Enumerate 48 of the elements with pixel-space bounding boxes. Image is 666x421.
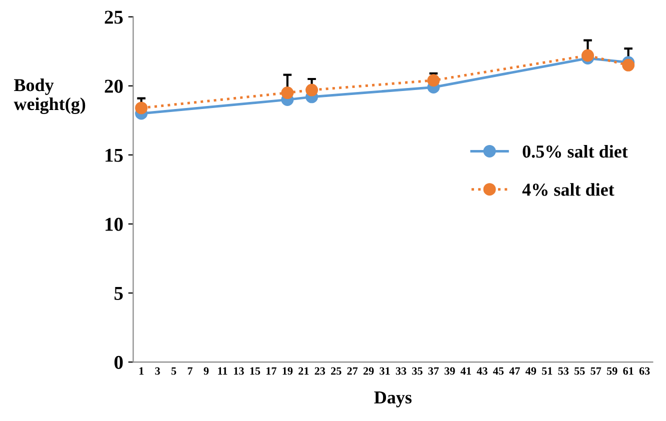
- y-tick-label: 10: [106, 218, 123, 231]
- x-axis-title: Days: [374, 392, 412, 408]
- x-tick-label: 57: [590, 367, 602, 375]
- y-tick-label: 25: [104, 10, 123, 24]
- legend-label: 0.5% salt diet: [522, 144, 628, 158]
- x-tick-label: 39: [444, 367, 455, 375]
- x-tick-label: 29: [364, 367, 374, 375]
- x-tick-label: 25: [331, 367, 342, 375]
- x-tick-label: 33: [396, 367, 406, 375]
- x-tick-label: 63: [639, 367, 650, 375]
- y-tick-label: 20: [104, 80, 123, 93]
- x-tick-label: 11: [218, 367, 228, 375]
- x-tick-label: 23: [314, 367, 326, 375]
- y-tick-label: 5: [114, 287, 123, 300]
- x-tick-label: 21: [298, 367, 309, 375]
- y-tick-label: 0: [114, 356, 123, 369]
- x-tick-label: 59: [606, 367, 618, 375]
- y-tick-label: 15: [106, 148, 123, 162]
- point: [135, 102, 148, 114]
- x-tick-label: 7: [188, 367, 193, 375]
- x-tick-label: 15: [250, 367, 260, 375]
- y-axis-title: Body weight(g): [14, 78, 86, 114]
- x-tick-label: 43: [476, 367, 488, 375]
- x-tick-label: 3: [155, 367, 160, 375]
- x-tick-label: 27: [347, 367, 358, 375]
- x-tick-label: 51: [542, 367, 552, 375]
- x-tick-label: 61: [623, 367, 634, 375]
- point: [427, 74, 440, 87]
- x-tick-label: 9: [204, 367, 209, 375]
- x-tick-label: 47: [509, 367, 520, 375]
- x-tick-label: 41: [460, 367, 471, 375]
- x-tick-label: 19: [282, 367, 293, 375]
- x-tick-label: 13: [234, 367, 244, 375]
- point: [306, 84, 318, 96]
- x-tick-label: 45: [493, 367, 504, 375]
- x-tick-label: 31: [380, 367, 390, 375]
- x-tick-label: 1: [139, 367, 144, 375]
- point: [281, 86, 294, 100]
- point: [622, 58, 635, 72]
- x-tick-label: 35: [412, 367, 422, 375]
- x-tick-label: 55: [574, 367, 585, 375]
- legend-label: 4% salt diet: [522, 183, 614, 196]
- x-tick-label: 5: [171, 367, 176, 375]
- x-tick-label: 49: [526, 367, 536, 375]
- point: [581, 49, 594, 62]
- x-tick-label: 37: [428, 367, 439, 375]
- x-tick-label: 53: [558, 367, 569, 375]
- x-tick-label: 17: [266, 367, 276, 375]
